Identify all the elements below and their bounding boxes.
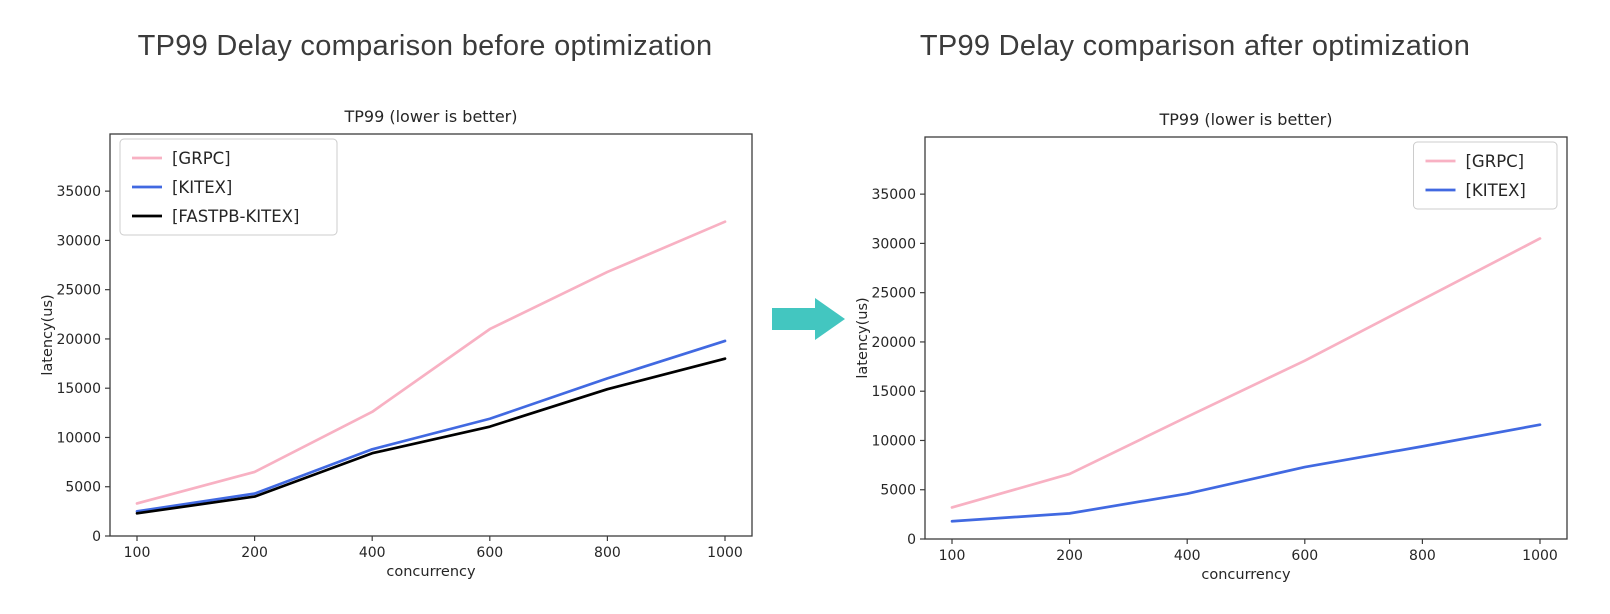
y-tick-label: 15000: [56, 381, 101, 397]
y-tick-label: 0: [92, 529, 101, 545]
x-tick-label: 200: [1056, 548, 1083, 564]
y-tick-label: 10000: [871, 433, 916, 449]
legend-label-grpc: [GRPC]: [1466, 152, 1525, 171]
x-tick-label: 400: [359, 545, 386, 561]
y-tick-label: 20000: [56, 332, 101, 348]
x-tick-label: 100: [939, 548, 966, 564]
series-line-grpc: [135, 220, 727, 505]
chart-before-optimization: TP99 (lower is better) 0 5000 10000 15000 200…: [40, 107, 753, 580]
series-line-fastpb-kitex: [135, 357, 727, 515]
heading-before-optimization: TP99 Delay comparison before optimizatio…: [137, 30, 713, 62]
y-tick-label: 35000: [871, 187, 916, 203]
y-axis-label: latency(us): [855, 297, 871, 378]
y-tick-label: 0: [907, 532, 916, 548]
x-tick-label: 400: [1174, 548, 1201, 564]
legend-box: [119, 138, 338, 236]
plot-frame: [109, 133, 753, 537]
x-tick-label: 200: [241, 545, 268, 561]
y-tick-label: 30000: [56, 233, 101, 249]
x-tick-label: 1000: [1522, 548, 1558, 564]
x-axis-label: concurrency: [1201, 567, 1291, 583]
series-line-grpc: [950, 237, 1542, 509]
right-arrow-shape: [772, 298, 845, 340]
y-tick-label: 25000: [871, 286, 916, 302]
plot-title: TP99 (lower is better): [343, 107, 517, 126]
series-line-kitex: [135, 339, 727, 513]
plot-title: TP99 (lower is better): [1158, 110, 1332, 129]
chart-after-optimization: TP99 (lower is better) 0 5000 10000 15000 200…: [855, 110, 1568, 583]
legend-label-kitex: [KITEX]: [172, 178, 232, 197]
legend-box: [1413, 141, 1558, 210]
y-tick-label: 20000: [871, 335, 916, 351]
x-tick-label: 600: [476, 545, 503, 561]
y-tick-label: 15000: [871, 384, 916, 400]
series-line-kitex: [950, 423, 1542, 523]
x-axis-label: concurrency: [386, 564, 476, 580]
y-tick-label: 25000: [56, 283, 101, 299]
legend-label-grpc: [GRPC]: [172, 149, 231, 168]
x-tick-label: 600: [1291, 548, 1318, 564]
right-arrow-icon: [772, 298, 845, 340]
y-tick-label: 10000: [56, 430, 101, 446]
heading-after-optimization: TP99 Delay comparison after optimization: [919, 30, 1471, 62]
x-tick-label: 1000: [707, 545, 743, 561]
x-tick-label: 800: [1409, 548, 1436, 564]
y-tick-label: 35000: [56, 184, 101, 200]
y-tick-label: 5000: [880, 483, 916, 499]
y-tick-label: 30000: [871, 236, 916, 252]
legend-label-fastpb-kitex: [FASTPB-KITEX]: [172, 207, 299, 226]
y-tick-label: 5000: [65, 480, 101, 496]
y-axis-label: latency(us): [40, 294, 56, 375]
legend-label-kitex: [KITEX]: [1466, 181, 1526, 200]
x-tick-label: 800: [594, 545, 621, 561]
plot-frame: [924, 136, 1568, 540]
x-tick-label: 100: [124, 545, 151, 561]
